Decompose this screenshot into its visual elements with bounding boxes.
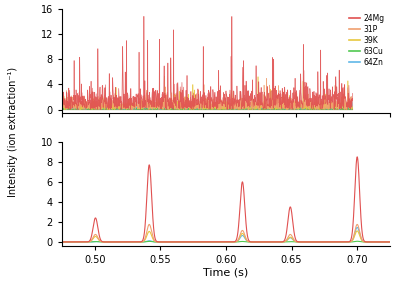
Legend: 24Mg, 31P, 39K, 63Cu, 64Zn: 24Mg, 31P, 39K, 63Cu, 64Zn	[348, 12, 386, 68]
Text: Intensity (ion extraction⁻¹): Intensity (ion extraction⁻¹)	[8, 67, 18, 196]
X-axis label: Time (s): Time (s)	[203, 268, 249, 278]
